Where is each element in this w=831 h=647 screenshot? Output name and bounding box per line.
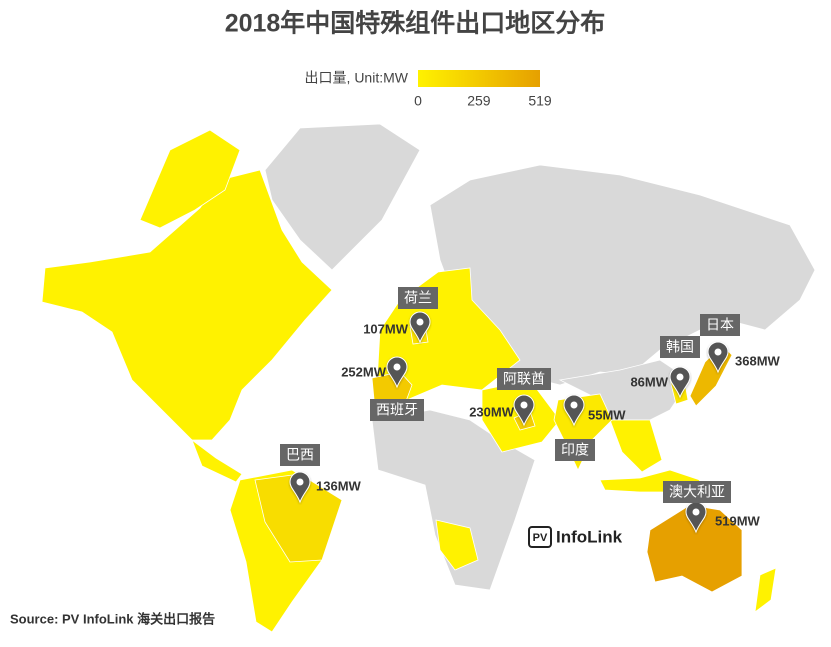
pin-hole [692,508,700,516]
value-label: 136MW [316,478,362,493]
logo-text: InfoLink [556,527,623,546]
pin-hole [520,401,528,409]
logo-badge: PV [533,532,548,544]
country-name: 韩国 [666,339,694,355]
country-name: 印度 [561,442,589,458]
colorbar-tick-label: 259 [467,93,491,109]
pin-hole [296,478,304,486]
pin-hole [714,348,722,356]
legend-label: 出口量, Unit:MW [305,70,409,86]
pin-hole [416,318,424,326]
name-box [555,439,595,461]
pin-hole [676,373,684,381]
name-box [280,444,320,466]
colorbar-tick-label: 519 [528,93,552,109]
country-name: 荷兰 [404,290,432,306]
value-label: 519MW [715,513,761,528]
value-label: 55MW [588,407,626,422]
pin [669,366,691,399]
country-name: 澳大利亚 [669,484,725,500]
name-box [370,399,424,421]
name-box [700,314,740,336]
chart-title: 2018年中国特殊组件出口地区分布 [225,9,606,38]
pin-hole [570,401,578,409]
pin [707,341,729,374]
value-label: 368MW [735,353,781,368]
country-name: 西班牙 [376,402,418,418]
value-label: 107MW [363,321,409,336]
name-box [497,368,551,390]
value-label: 230MW [469,404,515,419]
pin-hole [393,363,401,371]
name-box [398,287,438,309]
value-label: 86MW [630,374,668,389]
colorbar-tick-label: 0 [414,93,422,109]
pin [289,471,311,504]
pin [409,311,431,344]
pin [563,394,585,427]
colorbar [418,70,540,87]
country-name: 巴西 [286,447,314,463]
pin [386,356,408,389]
pin [513,394,535,427]
name-box [660,336,700,358]
country-name: 日本 [706,317,734,333]
value-label: 252MW [341,364,387,379]
logo-badge-box [528,526,552,548]
name-box [663,481,731,503]
source: Source: PV InfoLink 海关出口报告 [10,611,215,626]
country-name: 阿联酋 [503,371,545,387]
